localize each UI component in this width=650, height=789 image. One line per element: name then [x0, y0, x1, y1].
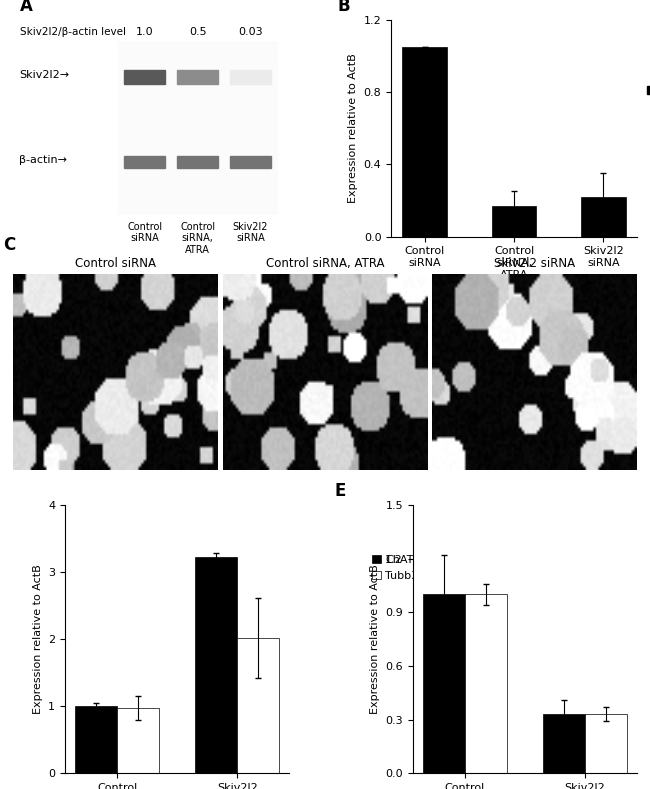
Bar [237, 638, 279, 773]
Text: Control
siRNA,
ATRA: Control siRNA, ATRA [180, 222, 215, 255]
Legend: ChAT, Tubb3: ChAT, Tubb3 [367, 551, 423, 585]
Bar [402, 47, 447, 237]
Text: B: B [337, 0, 350, 16]
Bar [195, 557, 237, 773]
Y-axis label: Expression relative to ActB: Expression relative to ActB [370, 564, 380, 714]
Bar [118, 42, 278, 215]
Bar [585, 714, 627, 773]
Text: Skiv2l2
siRNA: Skiv2l2 siRNA [233, 222, 268, 243]
Bar [581, 197, 626, 237]
Bar [124, 156, 166, 168]
Text: C: C [3, 237, 16, 254]
Text: Control siRNA, ATRA: Control siRNA, ATRA [266, 257, 385, 270]
Text: Control
siRNA: Control siRNA [127, 222, 162, 243]
Bar [16, 465, 32, 468]
Bar [465, 594, 507, 773]
Bar [124, 70, 166, 84]
Text: 1.0: 1.0 [136, 27, 153, 37]
Bar [230, 70, 271, 84]
Text: Control siRNA: Control siRNA [75, 257, 156, 270]
Text: Skiv2l2/β-actin level: Skiv2l2/β-actin level [20, 27, 125, 37]
Bar [230, 156, 271, 168]
Bar [177, 156, 218, 168]
Bar [117, 709, 159, 773]
Text: Skiv2l2: Skiv2l2 [649, 70, 650, 80]
Text: A: A [20, 0, 32, 16]
Bar [543, 714, 585, 773]
Y-axis label: Expression relative to ActB: Expression relative to ActB [32, 564, 43, 714]
Text: 0.5: 0.5 [189, 27, 207, 37]
Text: Skiv2l2→: Skiv2l2→ [20, 70, 70, 80]
Text: E: E [334, 481, 346, 499]
Text: β-actin→: β-actin→ [20, 155, 68, 165]
Bar [118, 42, 278, 215]
Text: Skiv2l2 siRNA: Skiv2l2 siRNA [494, 257, 575, 270]
Bar [75, 706, 117, 773]
Text: 0.03: 0.03 [238, 27, 263, 37]
Y-axis label: Expression relative to ActB: Expression relative to ActB [348, 54, 358, 203]
Legend: siRNA: siRNA [647, 86, 650, 96]
Bar [491, 206, 536, 237]
Bar [177, 70, 218, 84]
Bar [423, 594, 465, 773]
